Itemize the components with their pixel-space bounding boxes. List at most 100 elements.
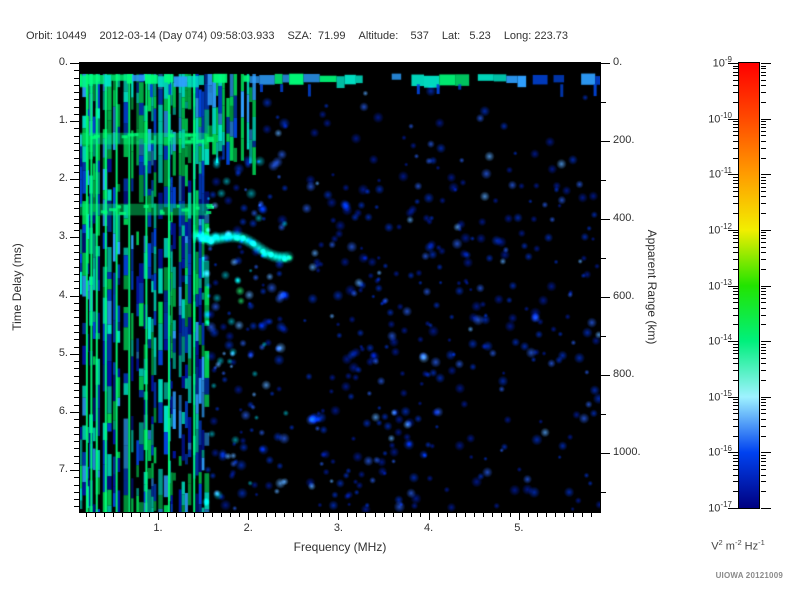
colorbar-major-tick (728, 118, 738, 120)
colorbar-minor-tick (733, 370, 738, 372)
y-minor-tick (74, 222, 79, 224)
spectrogram-canvas (80, 63, 600, 512)
header-field-long: Long: 223.73 (503, 30, 569, 42)
colorbar-minor-tick (733, 418, 738, 420)
colorbar-minor-tick (761, 294, 766, 296)
colorbar-minor-tick (761, 213, 766, 215)
y-minor-tick (74, 84, 79, 86)
x-minor-tick (437, 513, 439, 517)
colorbar-minor-tick (733, 65, 738, 67)
x-tick-label: 2. (243, 522, 253, 534)
colorbar-minor-tick (761, 75, 766, 77)
y-minor-tick (74, 259, 79, 261)
right-axis-title: Apparent Range (km) (645, 229, 659, 345)
colorbar-minor-tick (761, 297, 766, 299)
y-minor-tick (74, 302, 79, 304)
x-minor-tick (194, 513, 196, 517)
colorbar-minor-tick (733, 425, 738, 427)
x-minor-tick (311, 513, 313, 517)
colorbar-minor-tick (761, 418, 766, 420)
y2-major-tick (601, 63, 610, 64)
y-tick-label: 5. (58, 346, 68, 359)
y-minor-tick (74, 441, 79, 443)
x-minor-tick (392, 513, 394, 517)
colorbar-minor-tick (733, 235, 738, 237)
colorbar-tick-label: 10-15 (708, 388, 732, 404)
colorbar-major-tick (761, 63, 771, 64)
colorbar-major-tick (728, 229, 738, 231)
colorbar-minor-tick (733, 179, 738, 181)
colorbar-minor-tick (761, 65, 766, 67)
colorbar-minor-tick (761, 343, 766, 345)
x-minor-tick (410, 513, 412, 517)
y2-major-tick (601, 141, 610, 143)
x-tick-label: 1. (153, 522, 163, 534)
x-minor-tick (302, 513, 304, 517)
y2-tick-label: 0. (613, 56, 623, 68)
x-minor-tick (374, 513, 376, 517)
colorbar-tick-label: 10-14 (708, 333, 732, 348)
colorbar-minor-tick (761, 409, 766, 411)
y-minor-tick (74, 208, 79, 210)
y-minor-tick (74, 382, 79, 384)
x-minor-tick (121, 513, 123, 517)
colorbar (738, 62, 760, 509)
y-minor-tick (74, 128, 79, 130)
y-minor-tick (74, 491, 79, 493)
colorbar-tick-label: 10-9 (712, 55, 732, 70)
x-minor-tick (545, 513, 547, 517)
x-major-tick (428, 513, 430, 520)
y-minor-tick (74, 77, 79, 79)
colorbar-minor-tick (761, 71, 766, 73)
colorbar-minor-tick (761, 127, 766, 129)
y-major-tick (70, 411, 79, 413)
colorbar-minor-tick (761, 190, 766, 192)
y-minor-tick (74, 70, 79, 72)
colorbar-tick-label: 10-10 (708, 110, 732, 126)
y-major-tick (70, 353, 79, 355)
colorbar-minor-tick (761, 290, 766, 292)
colorbar-minor-tick (761, 232, 766, 234)
colorbar-minor-tick (761, 399, 766, 401)
y-minor-tick (74, 310, 79, 312)
colorbar-minor-tick (733, 399, 738, 401)
colorbar-minor-tick (761, 101, 766, 103)
header-field-sza: SZA: 71.99 (287, 30, 346, 42)
x-major-tick (518, 513, 520, 520)
colorbar-major-tick (761, 285, 771, 287)
colorbar-minor-tick (733, 213, 738, 215)
header-field-orbit: Orbit: 10449 (26, 30, 87, 42)
colorbar-minor-tick (733, 232, 738, 234)
colorbar-major-tick (761, 118, 771, 120)
x-minor-tick (230, 513, 232, 517)
colorbar-minor-tick (733, 346, 738, 348)
x-minor-tick (203, 513, 205, 517)
y-minor-tick (74, 375, 79, 377)
colorbar-unit-label: V2 m-2 Hz-1 (711, 538, 765, 553)
x-major-tick (338, 513, 340, 520)
colorbar-minor-tick (733, 124, 738, 125)
colorbar-minor-tick (761, 135, 766, 137)
colorbar-minor-tick (761, 357, 766, 359)
y-major-tick (70, 470, 79, 472)
colorbar-major-tick (761, 341, 771, 343)
colorbar-minor-tick (733, 203, 738, 205)
x-minor-tick (356, 513, 358, 517)
colorbar-minor-tick (761, 121, 766, 123)
y-minor-tick (74, 273, 79, 275)
colorbar-minor-tick (761, 92, 766, 94)
colorbar-minor-tick (733, 268, 738, 270)
colorbar-minor-tick (761, 460, 766, 462)
x-minor-tick (112, 513, 114, 517)
y-major-tick (70, 121, 79, 123)
x-minor-tick (139, 513, 141, 517)
colorbar-minor-tick (733, 380, 738, 381)
colorbar-tick-label: 10-12 (708, 221, 732, 237)
y-minor-tick (74, 433, 79, 435)
y-minor-tick (74, 92, 79, 94)
colorbar-minor-tick (733, 79, 738, 81)
colorbar-minor-tick (761, 469, 766, 471)
colorbar-minor-tick (733, 294, 738, 296)
y-tick-label: 1. (58, 114, 68, 127)
colorbar-major-tick (761, 508, 771, 509)
